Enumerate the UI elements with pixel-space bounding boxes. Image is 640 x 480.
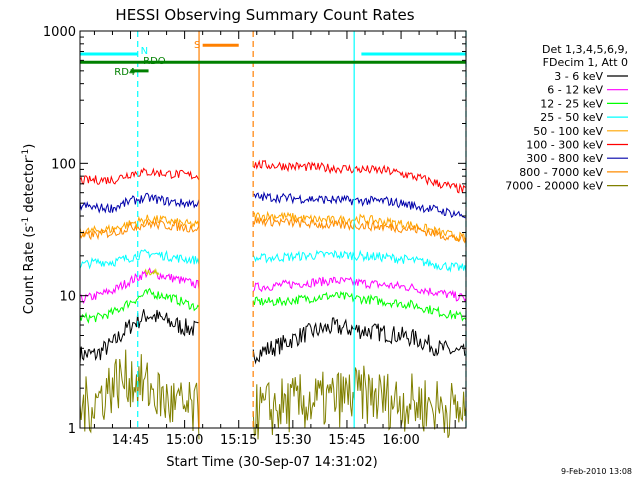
series-2-segment-2 <box>252 290 467 322</box>
legend-header-line1: Det 1,3,4,5,6,9, <box>542 43 628 56</box>
series-3 <box>79 248 467 273</box>
flag-label-n: N <box>141 46 148 57</box>
legend-label-3: 25 - 50 keV <box>540 111 603 124</box>
legend-label-7: 800 - 7000 keV <box>519 166 603 179</box>
series-2 <box>79 287 467 324</box>
series-5 <box>79 159 467 194</box>
legend-header-line2: FDecim 1, Att 0 <box>543 56 628 69</box>
legend: Det 1,3,4,5,6,9, FDecim 1, Att 0 3 - 6 k… <box>505 43 628 193</box>
x-tick-label-3: 15:30 <box>274 433 311 448</box>
y-label-sup1: -1 <box>21 217 31 226</box>
y-label-end: ) <box>22 144 37 149</box>
y-label-mid: detector <box>22 157 37 217</box>
series-1 <box>79 267 467 304</box>
x-tick-label-5: 16:00 <box>382 433 419 448</box>
x-axis-ticks: 14:45 15:00 15:15 15:30 15:45 16:00 <box>93 31 456 448</box>
y-label-sup2: -1 <box>21 149 31 158</box>
series-1-segment-2 <box>252 276 467 303</box>
series-6 <box>79 191 467 219</box>
x-tick-label-2: 15:15 <box>220 433 257 448</box>
chart-title: HESSI Observing Summary Count Rates <box>115 6 414 24</box>
series-6-segment-2 <box>252 191 467 219</box>
data-layer <box>79 159 467 440</box>
series-0 <box>79 309 467 365</box>
series-0-segment-2 <box>252 317 467 365</box>
legend-label-4: 50 - 100 keV <box>533 125 603 138</box>
footer-timestamp: 9-Feb-2010 13:08 <box>561 467 632 476</box>
series-3-segment-2 <box>252 249 467 273</box>
series-3-segment-1 <box>79 248 200 270</box>
y-axis-label: Count Rate (s-1 detector-1) <box>21 144 37 315</box>
y-tick-label-1: 10 <box>59 290 76 305</box>
series-6-segment-1 <box>79 192 200 214</box>
series-1-segment-1 <box>79 267 200 304</box>
series-4-segment-2 <box>252 210 467 243</box>
legend-label-0: 3 - 6 keV <box>554 70 603 83</box>
series-7-segment-2 <box>252 216 467 244</box>
x-tick-label-1: 15:00 <box>166 433 203 448</box>
flag-label-rdo: RDO <box>143 56 166 67</box>
x-axis-label: Start Time (30-Sep-07 14:31:02) <box>166 455 377 470</box>
plot-frame <box>79 30 467 429</box>
legend-label-1: 6 - 12 keV <box>547 84 603 97</box>
legend-label-6: 300 - 800 keV <box>526 152 603 165</box>
series-8-segment-2 <box>252 365 467 440</box>
x-tick-label-0: 14:45 <box>112 433 149 448</box>
series-8 <box>79 349 467 440</box>
y-tick-label-2: 100 <box>51 157 76 172</box>
legend-label-8: 7000 - 20000 keV <box>505 180 603 193</box>
series-5-segment-2 <box>252 159 467 194</box>
series-7-segment-1 <box>79 218 200 241</box>
y-axis-ticks: 1 10 100 1000 <box>43 25 466 437</box>
legend-label-2: 12 - 25 keV <box>540 97 603 110</box>
series-2-segment-1 <box>79 287 200 324</box>
yellow-dip-segment <box>144 267 160 276</box>
series-5-segment-1 <box>79 167 200 186</box>
flag-label-rd4: RD4 <box>114 67 135 78</box>
y-label-main: Count Rate (s <box>22 226 37 315</box>
series-0-segment-1 <box>79 309 200 364</box>
series-7 <box>79 216 467 244</box>
legend-label-5: 100 - 300 keV <box>526 139 603 152</box>
y-tick-label-3: 1000 <box>43 25 76 40</box>
x-tick-label-4: 15:45 <box>328 433 365 448</box>
series-8-segment-1 <box>79 349 200 440</box>
flag-label-s: S <box>194 40 200 51</box>
y-tick-label-0: 1 <box>68 422 76 437</box>
